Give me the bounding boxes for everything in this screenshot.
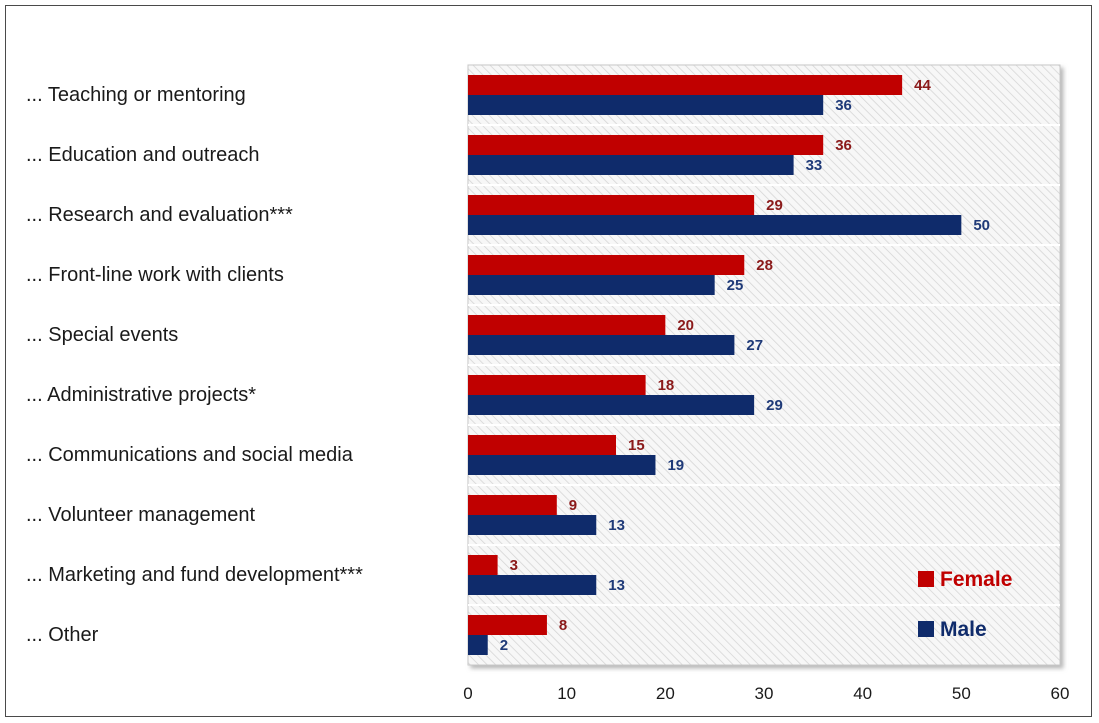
category-label: ... Other <box>26 624 99 646</box>
data-label-female: 28 <box>756 257 773 274</box>
bars: 44 36 36 33 29 50 28 25 20 27 18 29 15 19 9 13 3 13 8 2 <box>468 75 990 655</box>
data-label-male: 33 <box>806 157 823 174</box>
bar-male <box>468 515 597 535</box>
x-axis-ticks: 0 10 20 30 40 50 60 <box>463 684 1069 703</box>
bar-male <box>468 155 794 175</box>
bar-female <box>468 315 666 335</box>
data-label-female: 15 <box>628 437 645 454</box>
bar-female <box>468 255 745 275</box>
bar-male <box>468 215 962 235</box>
gridlines <box>468 124 1060 606</box>
category-label: ... Volunteer management <box>26 504 255 526</box>
data-label-male: 19 <box>667 457 684 474</box>
bar-chart: ... Teaching or mentoring ... Education a… <box>26 64 1069 703</box>
category-label: ... Special events <box>26 324 178 346</box>
bar-female <box>468 435 616 455</box>
category-label: ... Research and evaluation*** <box>26 204 293 226</box>
category-label: ... Teaching or mentoring <box>26 84 246 106</box>
x-tick-label: 10 <box>557 684 576 703</box>
data-label-male: 50 <box>973 217 990 234</box>
bar-female <box>468 195 755 215</box>
x-tick-label: 0 <box>463 684 472 703</box>
x-tick-label: 60 <box>1051 684 1070 703</box>
bar-female <box>468 75 903 95</box>
data-label-female: 29 <box>766 197 783 214</box>
x-tick-label: 40 <box>853 684 872 703</box>
data-label-female: 20 <box>677 317 694 334</box>
x-tick-label: 30 <box>755 684 774 703</box>
data-label-male: 36 <box>835 97 852 114</box>
category-labels: ... Teaching or mentoring ... Education a… <box>26 84 363 646</box>
data-label-male: 2 <box>500 637 508 654</box>
bar-female <box>468 135 824 155</box>
bar-female <box>468 615 547 635</box>
category-label: ... Education and outreach <box>26 144 260 166</box>
bar-male <box>468 395 755 415</box>
x-tick-label: 50 <box>952 684 971 703</box>
bar-male <box>468 335 735 355</box>
data-label-female: 36 <box>835 137 852 154</box>
data-label-male: 27 <box>746 337 763 354</box>
legend-swatch-male <box>918 621 934 637</box>
category-label: ... Front-line work with clients <box>26 264 284 286</box>
category-label: ... Administrative projects* <box>26 384 256 406</box>
bar-male <box>468 275 715 295</box>
data-label-male: 25 <box>727 277 744 294</box>
legend-label-male: Male <box>940 618 987 641</box>
data-label-male: 29 <box>766 397 783 414</box>
data-label-male: 13 <box>608 577 625 594</box>
data-label-female: 18 <box>658 377 675 394</box>
category-label: ... Communications and social media <box>26 444 354 466</box>
data-label-female: 8 <box>559 617 567 634</box>
data-label-female: 3 <box>510 557 518 574</box>
x-tick-label: 20 <box>656 684 675 703</box>
bar-male <box>468 455 656 475</box>
bar-male <box>468 575 597 595</box>
bar-female <box>468 375 646 395</box>
legend-label-female: Female <box>940 568 1012 591</box>
bar-male <box>468 635 488 655</box>
legend-swatch-female <box>918 571 934 587</box>
data-label-male: 13 <box>608 517 625 534</box>
data-label-female: 9 <box>569 497 577 514</box>
bar-female <box>468 555 498 575</box>
bar-male <box>468 95 824 115</box>
category-label: ... Marketing and fund development*** <box>26 564 363 586</box>
chart-frame: ... Teaching or mentoring ... Education a… <box>5 5 1092 717</box>
bar-female <box>468 495 557 515</box>
legend: Female Male <box>918 568 1012 641</box>
data-label-female: 44 <box>914 77 931 94</box>
